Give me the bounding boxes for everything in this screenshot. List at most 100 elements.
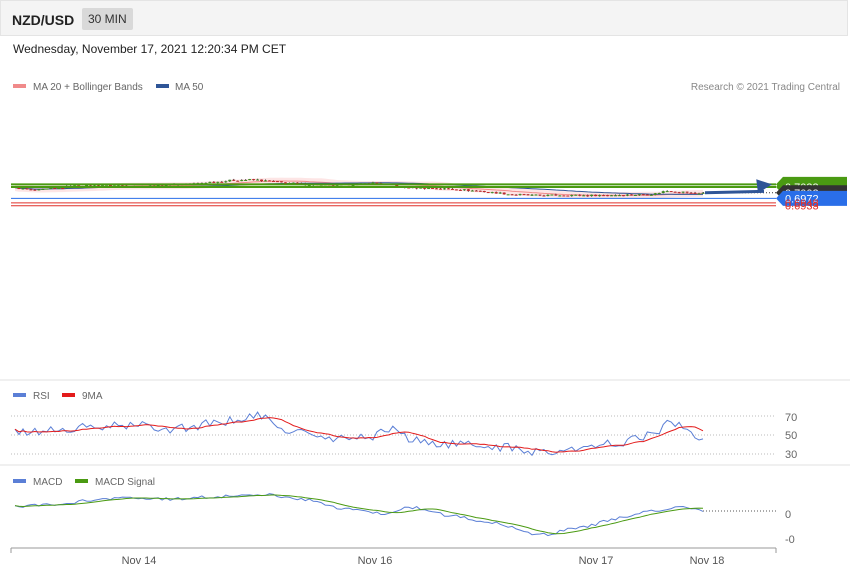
candle-body — [633, 194, 637, 196]
candle-body — [546, 194, 550, 196]
price-label-tag — [776, 190, 847, 206]
candle-body — [621, 195, 625, 197]
candle-body — [661, 191, 665, 193]
candle-body — [295, 182, 299, 184]
candle-body — [216, 181, 220, 183]
candle-body — [435, 188, 439, 190]
candle-body — [351, 185, 355, 187]
candle-body — [108, 184, 112, 187]
timeframe-button[interactable]: 30 MIN — [82, 8, 133, 30]
x-tick-label: Nov 17 — [579, 555, 614, 567]
candle-body — [61, 187, 65, 189]
candle-body — [240, 180, 244, 182]
candle-body — [614, 195, 618, 197]
legend-swatch-macd — [13, 479, 26, 483]
price-label-text: 0.6948 — [785, 198, 819, 210]
rsi-tick: 50 — [785, 430, 797, 442]
price-label-text: 0.6933 — [785, 201, 819, 213]
candle-body — [606, 195, 610, 197]
candle-body — [578, 194, 582, 196]
candle-body — [510, 194, 514, 196]
candle-body — [558, 195, 562, 197]
candle-body — [33, 189, 37, 191]
candle-body — [645, 194, 649, 196]
x-tick-label: Nov 14 — [122, 555, 157, 567]
candle-body — [697, 193, 701, 195]
candle-body — [423, 187, 427, 189]
legend-swatch-ma20 — [13, 84, 26, 88]
legend-label: MACD Signal — [95, 477, 155, 488]
rsi-panel — [11, 411, 776, 457]
candle-body — [85, 184, 89, 187]
candle-body — [574, 194, 578, 196]
candle-body — [462, 189, 466, 191]
candle-body — [526, 194, 530, 196]
macd-tick: 0 — [785, 509, 791, 521]
bollinger-band — [15, 177, 703, 199]
candle-body — [37, 189, 41, 191]
rsi-tick: 30 — [785, 449, 797, 461]
candle-body — [256, 179, 260, 181]
candle-body — [291, 182, 295, 184]
candle-body — [530, 194, 534, 196]
candle-body — [637, 194, 641, 196]
candle-body — [474, 190, 478, 192]
candle-body — [21, 188, 25, 190]
candle-body — [665, 191, 669, 193]
candle-body — [534, 194, 538, 196]
rsi-ma-line — [14, 417, 704, 453]
candle-body — [629, 194, 633, 196]
legend-swatch-rsi — [13, 393, 26, 397]
candle-body — [542, 195, 546, 197]
candle-body — [586, 195, 590, 197]
rsi-line — [14, 411, 704, 457]
candle-body — [598, 195, 602, 197]
legend-label: 9MA — [82, 391, 103, 402]
candle-body — [570, 195, 574, 197]
price-label-text: 0.6972 — [785, 193, 819, 205]
candle-body — [454, 189, 458, 191]
candle-body — [252, 179, 256, 181]
candle-body — [271, 180, 275, 182]
candle-body — [439, 188, 443, 190]
macd-line — [14, 493, 704, 537]
candle-body — [220, 181, 224, 183]
candle-body — [232, 179, 236, 181]
candle-body — [554, 194, 558, 196]
candle-body — [407, 187, 411, 189]
candle-body — [25, 188, 29, 190]
candle-body — [649, 194, 653, 196]
candle-body — [625, 194, 629, 196]
candle-body — [550, 194, 554, 196]
candle-body — [486, 192, 490, 194]
candle-body — [446, 188, 450, 190]
candle-body — [419, 187, 423, 189]
candle-body — [275, 181, 279, 183]
candle-body — [427, 187, 431, 189]
price-panel — [13, 177, 705, 199]
candle-body — [602, 195, 606, 197]
candle-body — [562, 195, 566, 197]
candle-body — [673, 191, 677, 193]
candle-body — [478, 190, 482, 192]
candle-body — [685, 191, 689, 193]
candle-body — [49, 187, 53, 189]
candle-body — [617, 195, 621, 197]
candle-body — [244, 180, 248, 182]
candle-body — [490, 192, 494, 194]
candle-body — [264, 180, 268, 182]
candle-body — [371, 182, 375, 184]
legend-label: MA 20 + Bollinger Bands — [33, 82, 143, 93]
legend-label: MACD — [33, 477, 62, 488]
legend-swatch-9ma — [62, 393, 75, 397]
candle-body — [458, 189, 462, 191]
candle-body — [506, 194, 510, 196]
candle-body — [514, 194, 518, 196]
candle-body — [212, 181, 216, 183]
candle-body — [224, 181, 228, 183]
candle-body — [590, 194, 594, 197]
x-tick-label: Nov 16 — [358, 555, 393, 567]
candle-body — [57, 187, 61, 189]
candle-body — [236, 180, 240, 182]
